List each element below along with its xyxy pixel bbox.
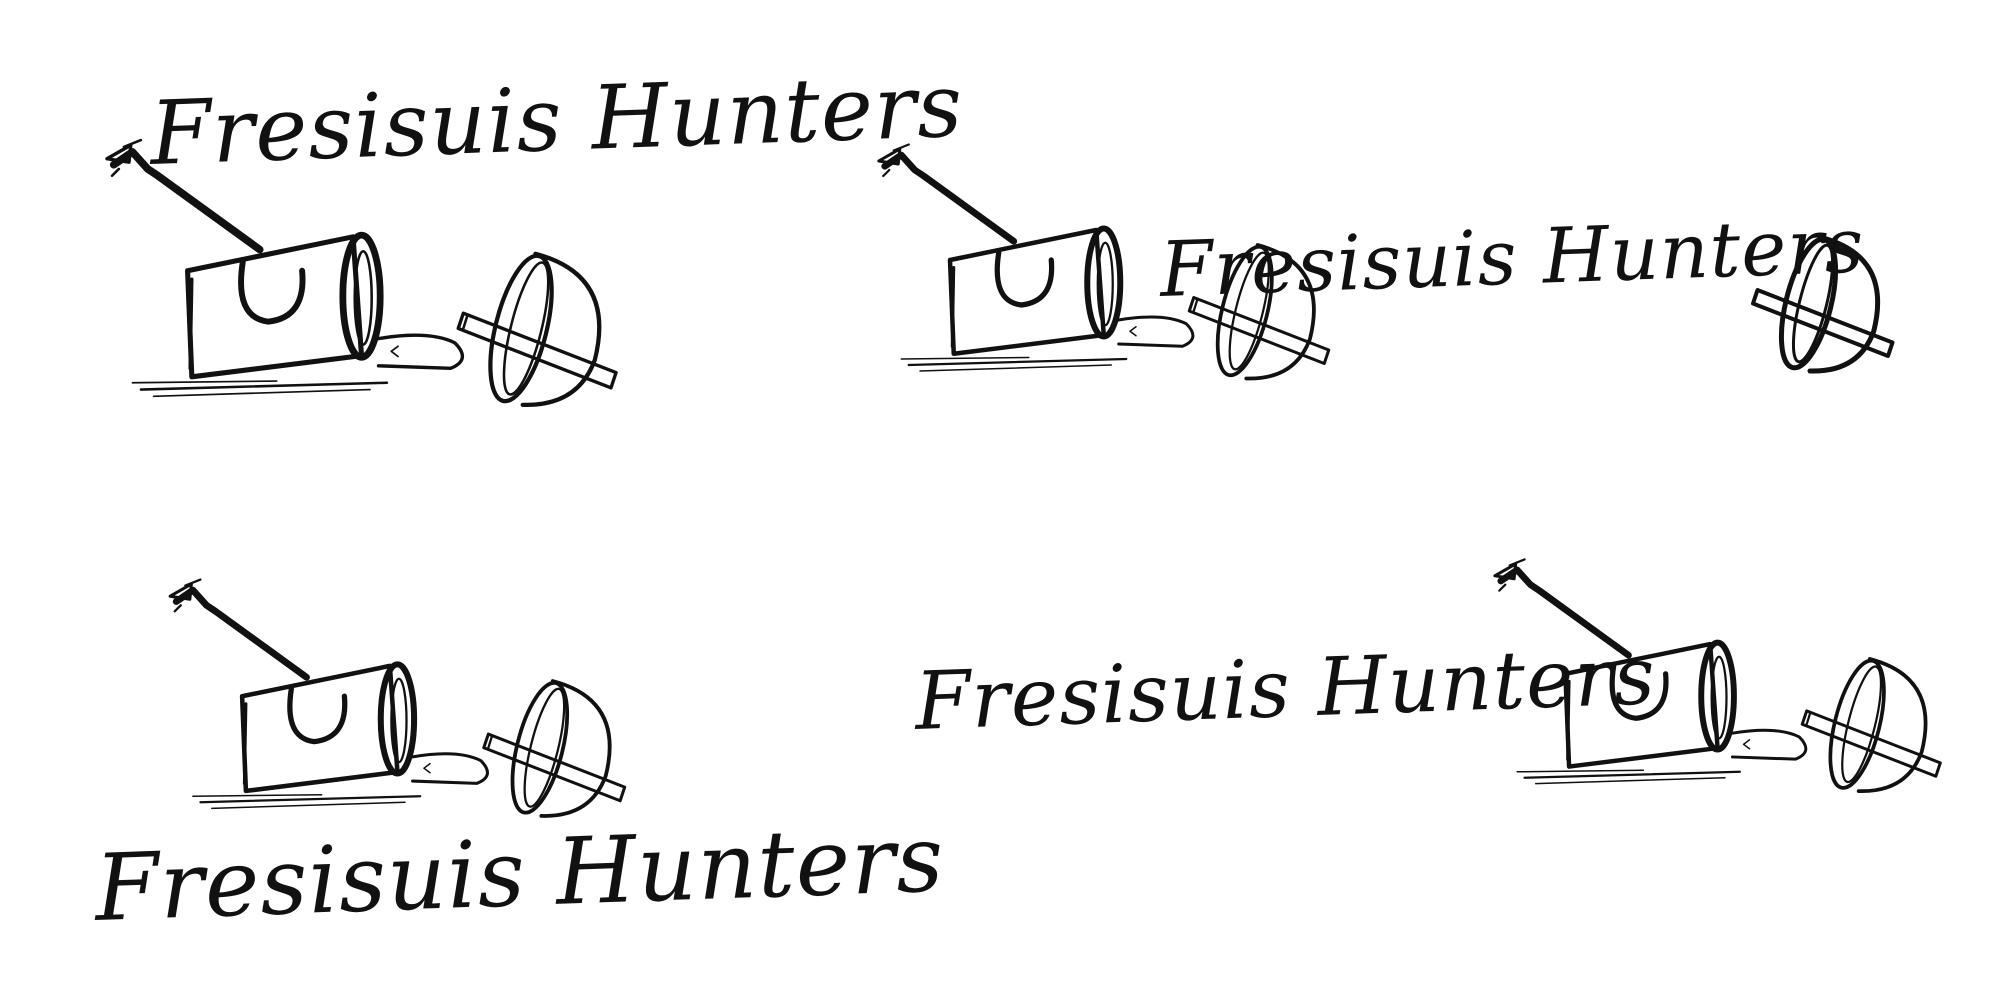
cup-straw-lid-icon — [30, 135, 710, 415]
wordmark: Fresisuis Hunters — [93, 805, 946, 942]
cup-straw-lid-icon — [105, 575, 705, 825]
logo-variant-bottom-right: Fresisuis Hunters — [880, 500, 2000, 1000]
cup-straw-lid-icon — [1465, 555, 1985, 800]
logo-variant-bottom-left: Fresisuis Hunters — [0, 500, 946, 1000]
logo-variant-top-left: Fresisuis Hunters — [0, 0, 965, 450]
logo-variant-top-right: Fresisuis Hunters — [850, 0, 2000, 450]
dome-lid-icon — [1750, 225, 1900, 385]
